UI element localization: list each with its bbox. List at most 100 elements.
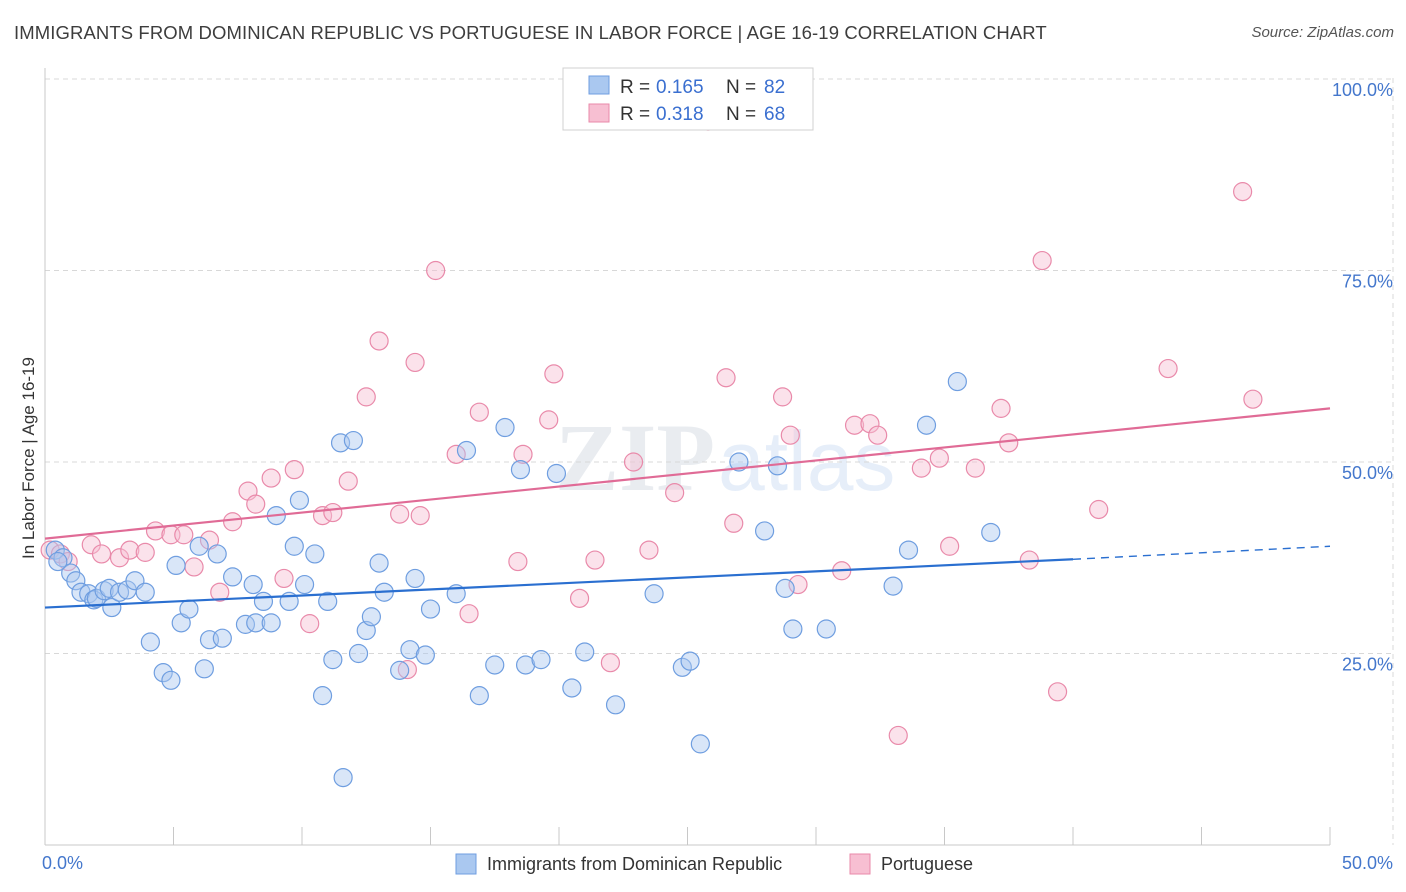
portuguese-point [91,544,112,564]
dominican-point [140,632,160,652]
x-tick-label: 0.0% [42,853,83,873]
dominican-point [754,521,775,541]
portuguese-point [508,551,528,572]
portuguese-point [888,725,908,746]
portuguese-point [1089,499,1109,520]
dominican-point [981,522,1001,543]
dominican-point [947,371,967,392]
portuguese-point [246,494,266,514]
dominican-point [775,578,795,598]
gridlines [45,78,1394,845]
dominican-point [348,643,369,664]
dominican-point [166,555,186,576]
legend-n-value-2: 68 [764,104,785,125]
portuguese-point [911,458,931,478]
portuguese-point [459,604,479,624]
portuguese-point [210,582,230,602]
portuguese-point [426,260,446,281]
dominican-point [135,582,155,602]
portuguese-point [261,468,281,488]
dominican-point [729,452,749,472]
dominican-point [305,544,325,564]
dominican-point [515,655,536,675]
dominican-point [883,576,903,596]
axes [44,68,1331,846]
dominican-point [343,430,363,451]
dominican-point [284,536,304,556]
dominican-point [390,660,410,680]
portuguese-point [120,540,140,560]
dominican-point [212,628,232,648]
trendline-portuguese [44,407,1331,540]
portuguese-point [860,414,880,434]
dominican-point [318,591,338,612]
dominican-point [235,614,256,634]
series-legend: Immigrants from Dominican Republic Portu… [455,853,973,875]
bottom-legend-swatch-dominican [455,853,477,875]
portuguese-point [405,352,425,373]
series-dominican-points [45,371,1001,788]
dominican-point [86,588,107,608]
portuguese-point [544,364,564,384]
dominican-point [531,650,551,670]
dominican-point [898,540,919,560]
legend-swatch-dominican [588,75,610,95]
dominican-point [916,415,937,435]
legend-r-label-2: R = [620,104,650,125]
dominican-point [246,613,266,633]
legend-swatch-portuguese [588,103,610,123]
legend-r-value-1: 0.165 [656,77,704,98]
chart-title: IMMIGRANTS FROM DOMINICAN REPUBLIC VS PO… [14,22,1047,43]
y-tick-label: 75.0% [1342,272,1393,292]
portuguese-point [844,415,865,435]
portuguese-point [724,513,744,533]
dominican-point [207,544,227,564]
dominican-point [361,607,381,627]
dominican-point [680,651,700,671]
dominican-point [179,599,199,619]
portuguese-point [788,574,808,595]
dominican-point [400,640,420,660]
portuguese-point [356,387,376,407]
dominican-point [45,540,65,560]
watermark: ZIP atlas [555,404,895,511]
dominican-point [153,663,173,683]
trendlines [44,407,1331,609]
dominican-point [690,734,710,754]
trendline-dominican [44,558,1074,609]
dominican-point [294,574,315,595]
portuguese-point [390,504,410,524]
dominican-point [672,657,692,677]
x-tick-labels: 0.0% 50.0% [42,853,1393,873]
legend-r-label-1: R = [620,77,650,98]
portuguese-point [513,444,533,464]
portuguese-point [940,536,960,556]
dominican-point [48,551,68,572]
dominican-point [510,460,531,480]
dominican-point [415,645,435,665]
dominican-point [605,695,626,715]
source-label: Source: ZipAtlas.com [1251,24,1394,41]
dominican-point [485,655,505,675]
dominican-point [102,597,122,618]
portuguese-point [274,568,294,589]
bottom-legend-label-portuguese: Portuguese [881,854,973,874]
dominican-point [323,650,343,670]
dominican-point [161,670,181,690]
y-axis-title: In Labor Force | Age 16-19 [19,357,38,559]
y-tick-label: 50.0% [1342,463,1393,483]
portuguese-point [868,425,888,445]
portuguese-point [1233,182,1253,202]
portuguese-point [665,483,685,503]
portuguese-point [539,410,559,430]
correlation-legend: R = 0.165 N = 82 R = 0.318 N = 68 [562,67,814,131]
portuguese-point [338,471,358,491]
dominican-point [644,584,664,604]
portuguese-point [1032,250,1052,271]
dominican-point [420,599,441,619]
portuguese-point [397,659,417,680]
series-portuguese-points [40,111,1263,746]
legend-r-value-2: 0.318 [656,104,704,125]
dominican-point [289,490,310,510]
portuguese-point [772,387,793,407]
